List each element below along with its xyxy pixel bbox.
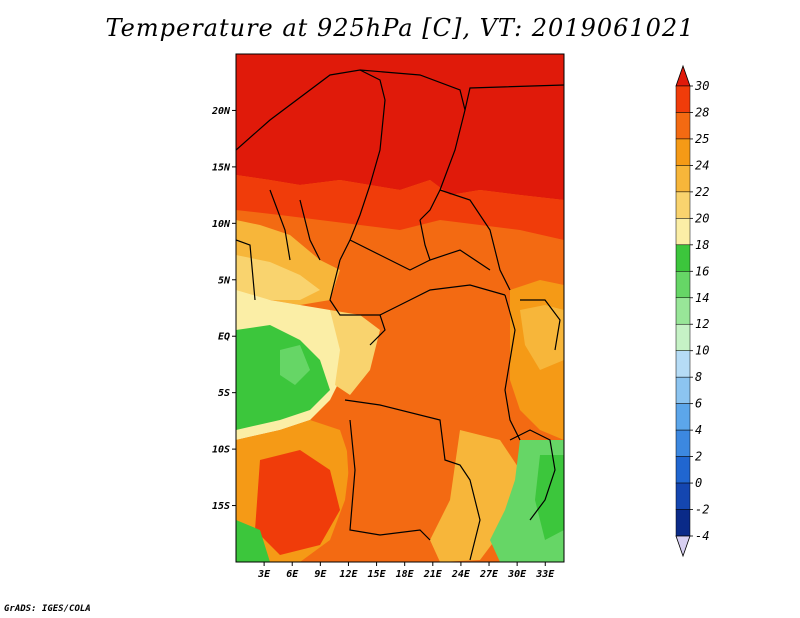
colorbar-label: -4 [695, 529, 709, 543]
latitude-axis: 20N 15N 10N 5N EQ 5S 10S 15S [211, 106, 236, 512]
lon-tick-label: 18E [396, 569, 415, 580]
lat-tick-label: 5S [218, 388, 230, 399]
colorbar-label: 22 [695, 185, 709, 199]
colorbar-label: 16 [695, 264, 709, 278]
colorbar-label: -2 [695, 503, 709, 517]
colorbar-segment [675, 112, 691, 140]
colorbar-segment [675, 376, 691, 404]
map-frame [235, 53, 565, 563]
colorbar-label: 24 [695, 158, 709, 172]
colorbar-segment [675, 323, 691, 351]
lon-tick-label: 27E [479, 569, 499, 580]
lon-tick-label: 24E [451, 569, 471, 580]
lon-tick-label: 3E [257, 569, 271, 580]
colorbar-segment [675, 271, 691, 299]
lon-tick-label: 12E [339, 569, 358, 580]
colorbar-label: 6 [695, 397, 702, 411]
colorbar-label: 18 [695, 238, 709, 252]
colorbar-segment [675, 456, 691, 484]
lon-tick-label: 9E [314, 569, 327, 580]
colorbar-label: 4 [695, 423, 702, 437]
colorbar-segment [675, 482, 691, 510]
lat-tick-label: 15S [212, 501, 230, 512]
colorbar-label: 2 [695, 450, 702, 464]
colorbar-segment [675, 191, 691, 219]
colorbar-label: 20 [695, 211, 709, 225]
lat-tick-label: 10N [212, 219, 231, 230]
colorbar-segment [675, 138, 691, 166]
longitude-axis: 3E 6E 9E 12E 15E 18E 21E 24E 27E 30E 33E [257, 562, 555, 580]
lat-tick-label: 20N [211, 106, 231, 117]
country-borders [236, 69, 564, 561]
colorbar-segment [675, 403, 691, 431]
lon-tick-label: 33E [535, 569, 555, 580]
colorbar-segment [675, 350, 691, 378]
colorbar-min-triangle [675, 535, 691, 558]
colorbar-segment [675, 85, 691, 113]
colorbar-segment [675, 218, 691, 246]
colorbar-label: 10 [695, 344, 709, 358]
lon-tick-label: 15E [368, 569, 387, 580]
colorbar-segment [675, 429, 691, 457]
colorbar-max-triangle [675, 64, 691, 87]
grads-credit: GrADS: IGES/COLA [4, 604, 91, 614]
colorbar-label: 14 [695, 291, 709, 305]
lat-tick-label: 5N [218, 275, 231, 286]
colorbar-label: 0 [695, 476, 702, 490]
map-title: Temperature at 925hPa [C], VT: 201906102… [105, 14, 695, 42]
colorbar-label: 30 [694, 79, 709, 93]
lon-tick-label: 6E [286, 569, 299, 580]
lon-tick-label: 21E [423, 569, 443, 580]
colorbar-label: 12 [695, 317, 709, 331]
colorbar-segment [675, 165, 691, 193]
lat-tick-label: 10S [212, 445, 230, 456]
temperature-field [236, 54, 564, 562]
lon-tick-label: 30E [507, 569, 527, 580]
colorbar-label: 28 [695, 105, 709, 119]
colorbar-segment [675, 509, 691, 537]
colorbar-segment [675, 297, 691, 325]
lat-tick-label: 15N [212, 162, 231, 173]
colorbar-label: 8 [695, 370, 702, 384]
colorbar-segment [675, 244, 691, 272]
lat-tick-label: EQ [218, 332, 230, 343]
colorbar-label: 25 [695, 132, 709, 146]
